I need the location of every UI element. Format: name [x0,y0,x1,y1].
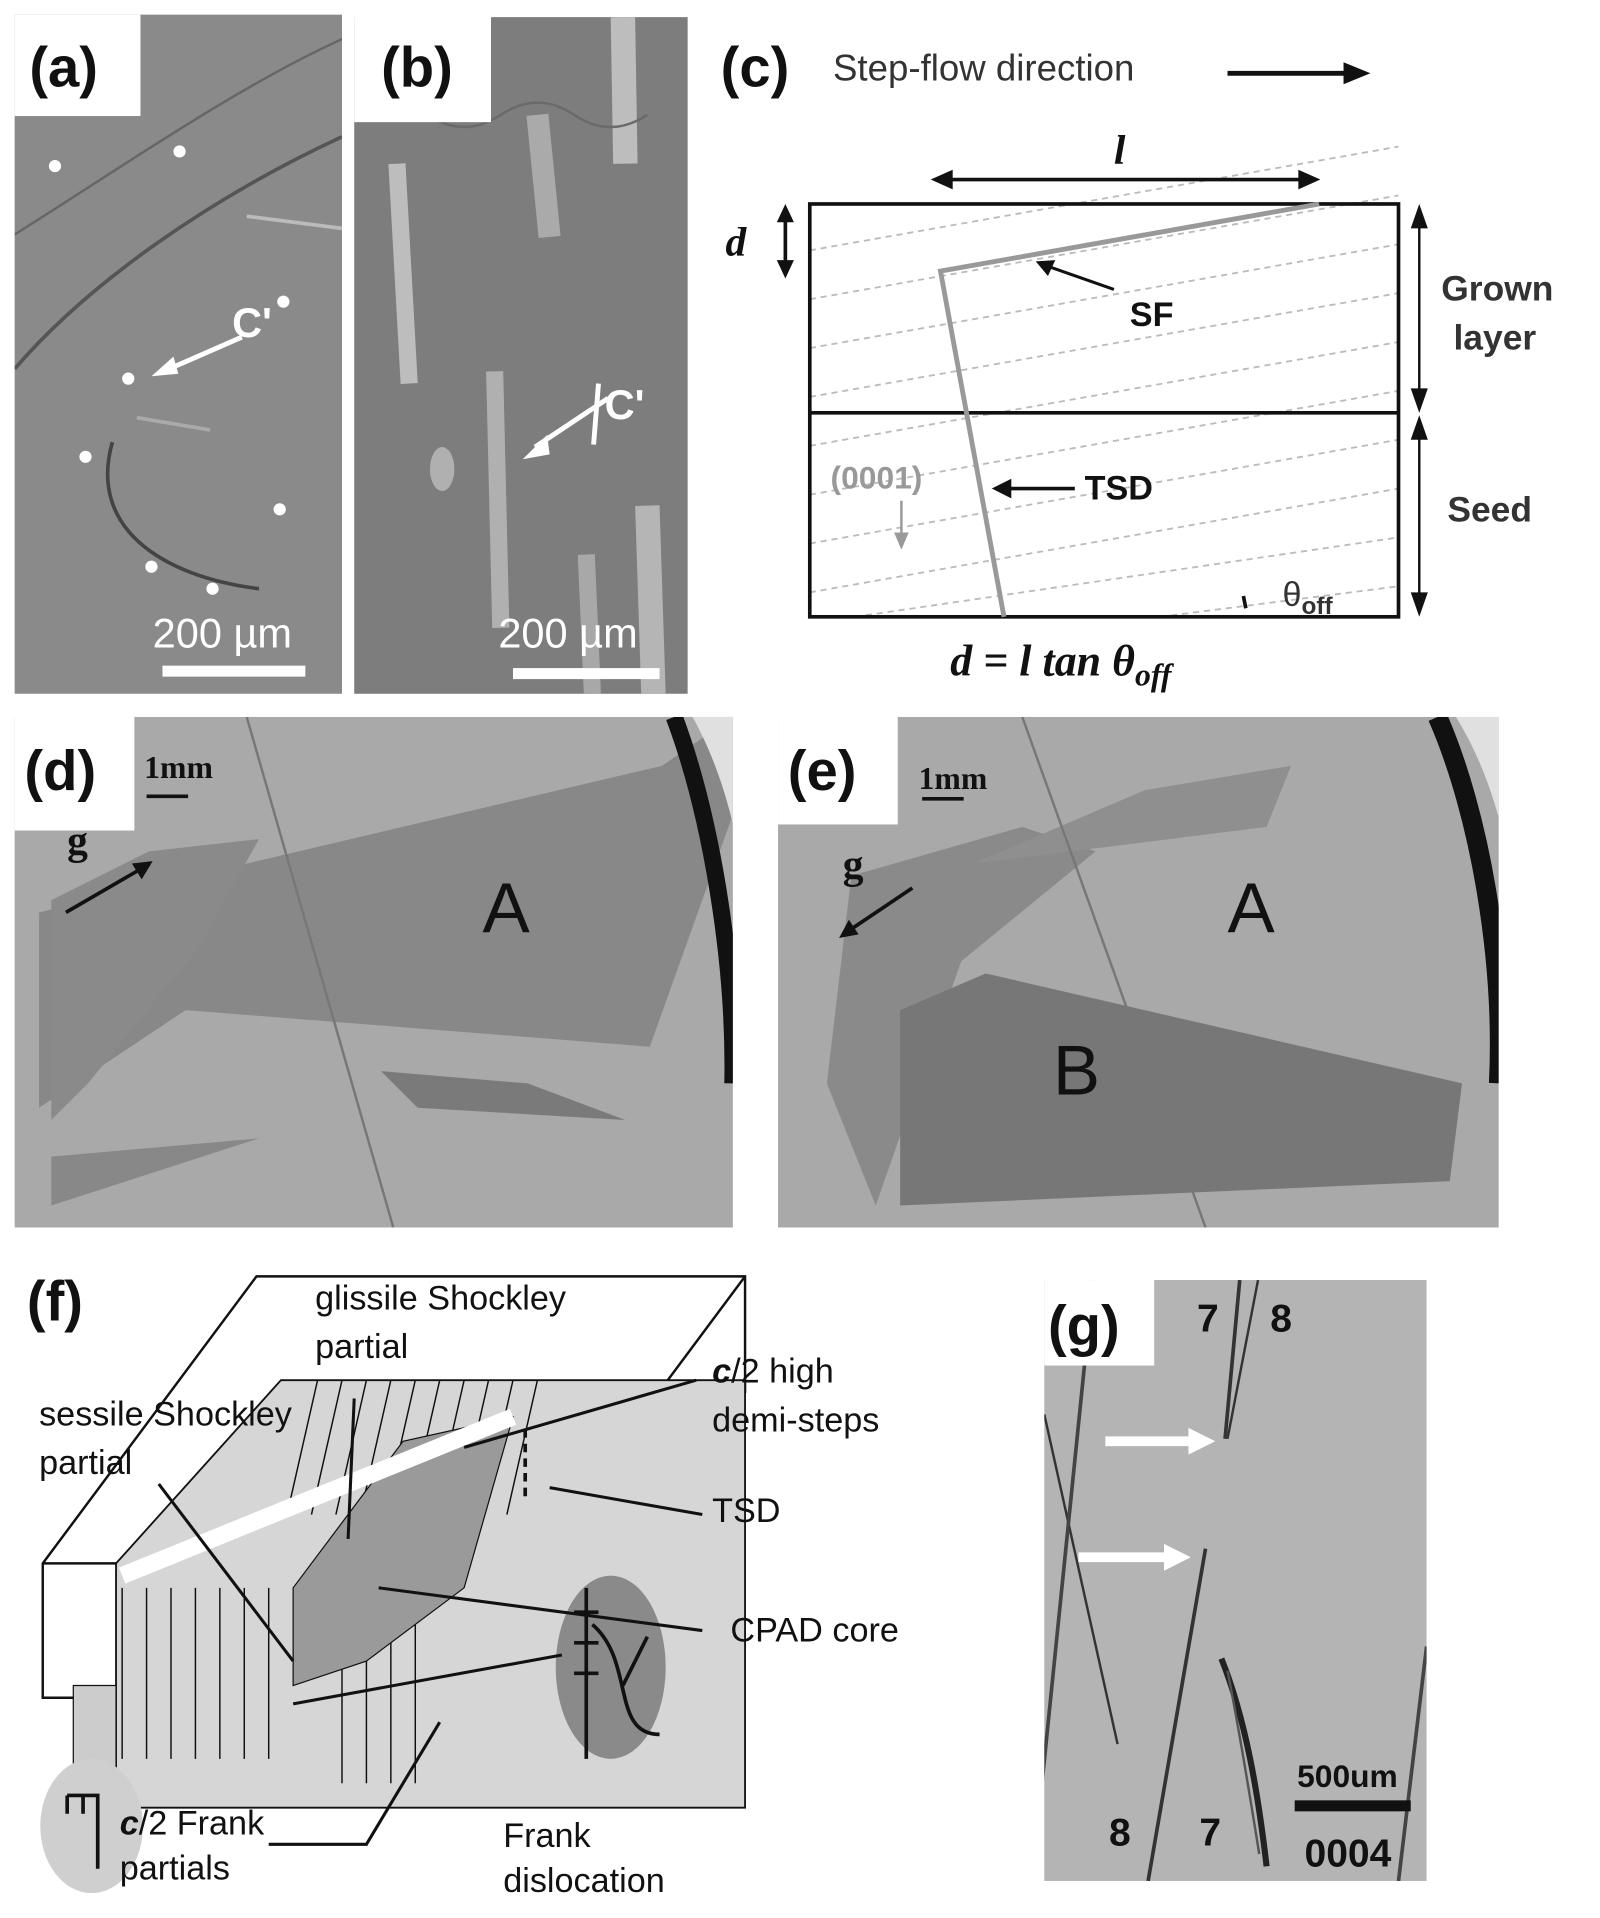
terrace-lines [809,145,1399,618]
crystal-box [807,202,1401,619]
plane-label: (0001) [830,459,923,496]
demi-steps-label-line2: demi-steps [712,1400,880,1439]
angle-mark [1241,595,1248,609]
panel-f-label: (f) [26,1269,84,1333]
theta-symbol: θ [1282,575,1302,614]
l-arrow [930,169,1321,190]
plane-normal-arrow [894,500,909,550]
tsd-label: TSD [1084,469,1154,507]
panel-d-features [39,716,733,1228]
panel-b-scale-bar-label: 200 µm [498,610,638,658]
scale-bar [1294,1800,1411,1812]
white-arrow-1 [1105,1427,1216,1455]
panel-a-marker: C' [232,300,272,347]
panel-a-label: (a) [29,35,98,99]
g-top-number-7: 7 [1196,1295,1219,1340]
demi-steps-text: /2 high [731,1352,834,1390]
seed-label: Seed [1447,491,1533,531]
frank-partials-text: /2 Frank [138,1804,265,1842]
g-bottom-number-7: 7 [1199,1810,1222,1855]
formula: d = l tan θoff [950,636,1172,694]
panel-g-label: (g) [1047,1293,1120,1357]
panel-a-scale-bar-label: 200 µm [152,610,293,658]
g-bottom-number-8: 8 [1109,1810,1131,1855]
panel-e-xray-topograph [778,716,1499,1228]
panel-d-label: (d) [24,738,97,803]
frank-partials-label-line2: partials [119,1849,230,1888]
panel-g-xray-topograph [1044,1280,1427,1881]
panel-e-label: (e) [787,738,857,803]
tsd-pointer-arrow [991,478,1075,499]
white-arrow-2 [1078,1543,1191,1571]
d-label: d [725,219,747,266]
defect-dots [48,145,290,595]
step-flow-direction-label: Step-flow direction [832,48,1135,90]
panel-a-features [14,37,342,677]
panel-b-label: (b) [381,35,453,99]
panel-a-micrograph [14,14,342,694]
g-vector-arrow [839,886,914,939]
c-symbol: c [712,1352,732,1390]
panel-b-marker: C' [604,382,645,429]
f-leader-lines [157,1378,703,1846]
g-top-number-8: 8 [1270,1295,1292,1340]
panel-c-label: (c) [720,35,790,99]
g-vector-arrow [65,861,153,914]
cpad-core-label: CPAD core [730,1611,899,1649]
d-arrow [776,203,794,279]
tsd-f-label: TSD [712,1491,781,1530]
panel-d-xray-topograph [14,716,733,1228]
panel-d-scale-bar-label: 1mm [144,749,213,786]
sf-pointer-arrow [1035,260,1115,291]
demi-steps-label-line1: c/2 high [712,1352,834,1391]
panel-b-micrograph [354,17,688,694]
glissile-label-line1: glissile Shockley [315,1278,567,1317]
seed-arrow [1410,415,1428,617]
sf-label: SF [1129,295,1174,334]
sessile-label-line2: partial [39,1443,133,1482]
formula-subscript: off [1134,657,1172,693]
panel-e-scale-bar-label: 1mm [918,760,988,797]
panel-e-g-label: g [842,842,864,888]
g-scale-bar-label: 500um [1297,1757,1398,1795]
grown-layer-label-line2: layer [1453,318,1537,358]
sf-tsd-line [937,201,1320,618]
panel-d-g-label: g [67,818,88,864]
glissile-label-line2: partial [315,1327,409,1366]
grown-layer-label-line1: Grown [1441,269,1554,310]
formula-main: d = l tan θ [950,636,1135,686]
c-symbol: c [119,1804,139,1842]
g-reflection-label: 0004 [1304,1830,1392,1875]
panel-e-region-a: A [1227,868,1275,948]
frank-dislocation-label-line1: Frank [503,1816,591,1855]
theta-off-label: θoff [1282,575,1333,620]
step-flow-arrow [1227,62,1371,85]
sessile-label-line1: sessile Shockley [39,1394,292,1433]
panel-e-features [826,716,1499,1228]
theta-subscript: off [1301,593,1333,620]
frank-dislocation-label-line2: dislocation [503,1861,665,1900]
frank-partials-label-line1: c/2 Frank [119,1804,265,1843]
panel-e-region-b: B [1052,1030,1101,1111]
l-label: l [1113,128,1126,174]
frank-partials-inset [40,1758,143,1894]
panel-d-region-a: A [482,868,530,948]
panel-c-diagram [776,62,1428,619]
panel-g-features [1044,1280,1427,1881]
grown-layer-arrow [1410,203,1428,413]
